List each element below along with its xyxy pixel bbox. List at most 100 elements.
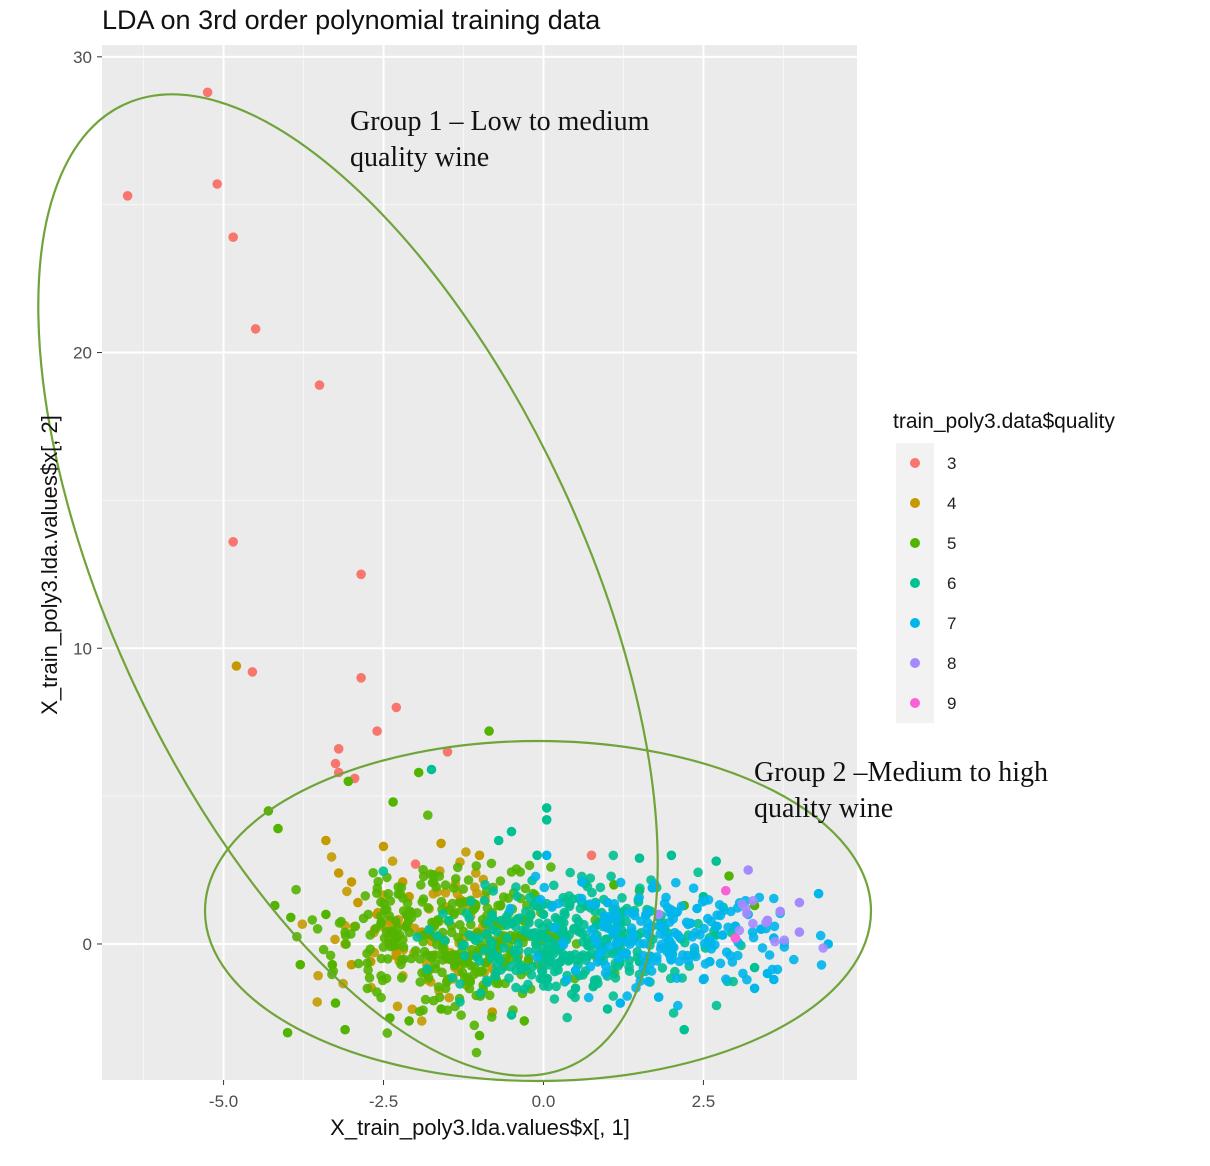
point-5 — [471, 1047, 482, 1058]
point-5 — [452, 862, 463, 873]
point-5 — [406, 912, 417, 923]
point-5 — [273, 823, 283, 834]
point-5 — [396, 955, 407, 965]
point-7 — [585, 899, 595, 909]
point-5 — [431, 916, 442, 927]
point-5 — [484, 990, 495, 1001]
point-7 — [622, 991, 632, 1001]
point-3 — [333, 744, 344, 754]
point-6 — [493, 835, 504, 846]
point-6 — [541, 815, 552, 825]
point-5 — [437, 967, 447, 978]
point-7 — [671, 973, 682, 983]
point-4 — [392, 1001, 403, 1012]
point-5 — [353, 958, 364, 969]
point-7 — [604, 941, 614, 952]
point-6 — [422, 964, 432, 974]
point-9 — [721, 885, 731, 896]
point-7 — [628, 908, 639, 918]
legend-swatch — [910, 498, 920, 508]
point-7 — [685, 918, 696, 929]
point-6 — [693, 867, 703, 878]
point-7 — [715, 958, 726, 969]
point-3 — [228, 232, 238, 242]
point-4 — [346, 877, 357, 887]
legend-swatch — [910, 458, 920, 468]
point-5 — [484, 726, 494, 736]
point-7 — [600, 960, 611, 971]
point-5 — [524, 860, 535, 871]
point-7 — [721, 974, 731, 984]
point-9 — [730, 933, 741, 943]
point-6 — [606, 871, 616, 882]
point-7 — [682, 950, 693, 961]
point-5 — [376, 953, 387, 964]
point-5 — [423, 903, 433, 913]
point-4 — [471, 868, 481, 878]
point-7 — [602, 897, 613, 908]
point-5 — [458, 884, 469, 894]
point-3 — [586, 850, 597, 861]
point-5 — [436, 1004, 446, 1014]
point-6 — [479, 895, 490, 906]
point-6 — [488, 886, 499, 896]
point-6 — [634, 853, 645, 863]
point-5 — [493, 900, 503, 911]
legend-entry-5: 5 — [896, 523, 956, 563]
point-5 — [413, 767, 424, 778]
point-4 — [440, 888, 451, 898]
point-5 — [362, 948, 372, 959]
point-5 — [398, 934, 408, 945]
point-6 — [498, 943, 509, 953]
point-5 — [372, 987, 382, 997]
point-6 — [523, 979, 533, 990]
point-5 — [415, 977, 426, 987]
point-6 — [559, 907, 569, 918]
point-6 — [524, 892, 535, 903]
point-3 — [228, 537, 238, 547]
point-6 — [432, 931, 443, 941]
point-6 — [711, 856, 721, 866]
point-6 — [502, 933, 512, 943]
point-6 — [512, 957, 523, 967]
group-1-line-2: quality wine — [350, 142, 489, 173]
point-5 — [427, 877, 438, 888]
point-5 — [291, 884, 301, 895]
point-6 — [439, 935, 450, 946]
point-5 — [391, 940, 402, 950]
point-7 — [742, 974, 752, 985]
point-8 — [737, 899, 747, 909]
y-tick-label: 20 — [73, 344, 92, 363]
point-7 — [615, 877, 626, 888]
point-8 — [743, 865, 753, 875]
point-5 — [385, 896, 396, 906]
point-7 — [549, 922, 560, 933]
group-ellipses — [37, 93, 873, 1083]
point-6 — [459, 940, 469, 950]
point-7 — [723, 922, 733, 933]
point-6 — [412, 932, 422, 942]
point-6 — [610, 973, 621, 983]
point-6 — [513, 938, 523, 949]
point-6 — [542, 933, 553, 944]
point-6 — [526, 970, 537, 980]
x-tick-label: -5.0 — [209, 1092, 238, 1111]
point-4 — [321, 835, 331, 846]
point-6 — [565, 867, 575, 878]
point-8 — [775, 906, 785, 917]
point-5 — [506, 867, 517, 877]
point-5 — [393, 889, 404, 899]
legend-title: train_poly3.data$quality — [893, 410, 1115, 433]
point-5 — [437, 955, 448, 965]
point-5 — [451, 957, 461, 968]
point-6 — [620, 928, 631, 939]
point-5 — [321, 909, 331, 920]
point-6 — [444, 915, 454, 926]
point-5 — [307, 915, 318, 925]
legend-label: 8 — [947, 654, 956, 673]
point-6 — [537, 922, 548, 933]
point-5 — [515, 867, 526, 877]
point-5 — [520, 883, 531, 894]
point-5 — [404, 1016, 414, 1026]
point-5 — [433, 982, 444, 992]
